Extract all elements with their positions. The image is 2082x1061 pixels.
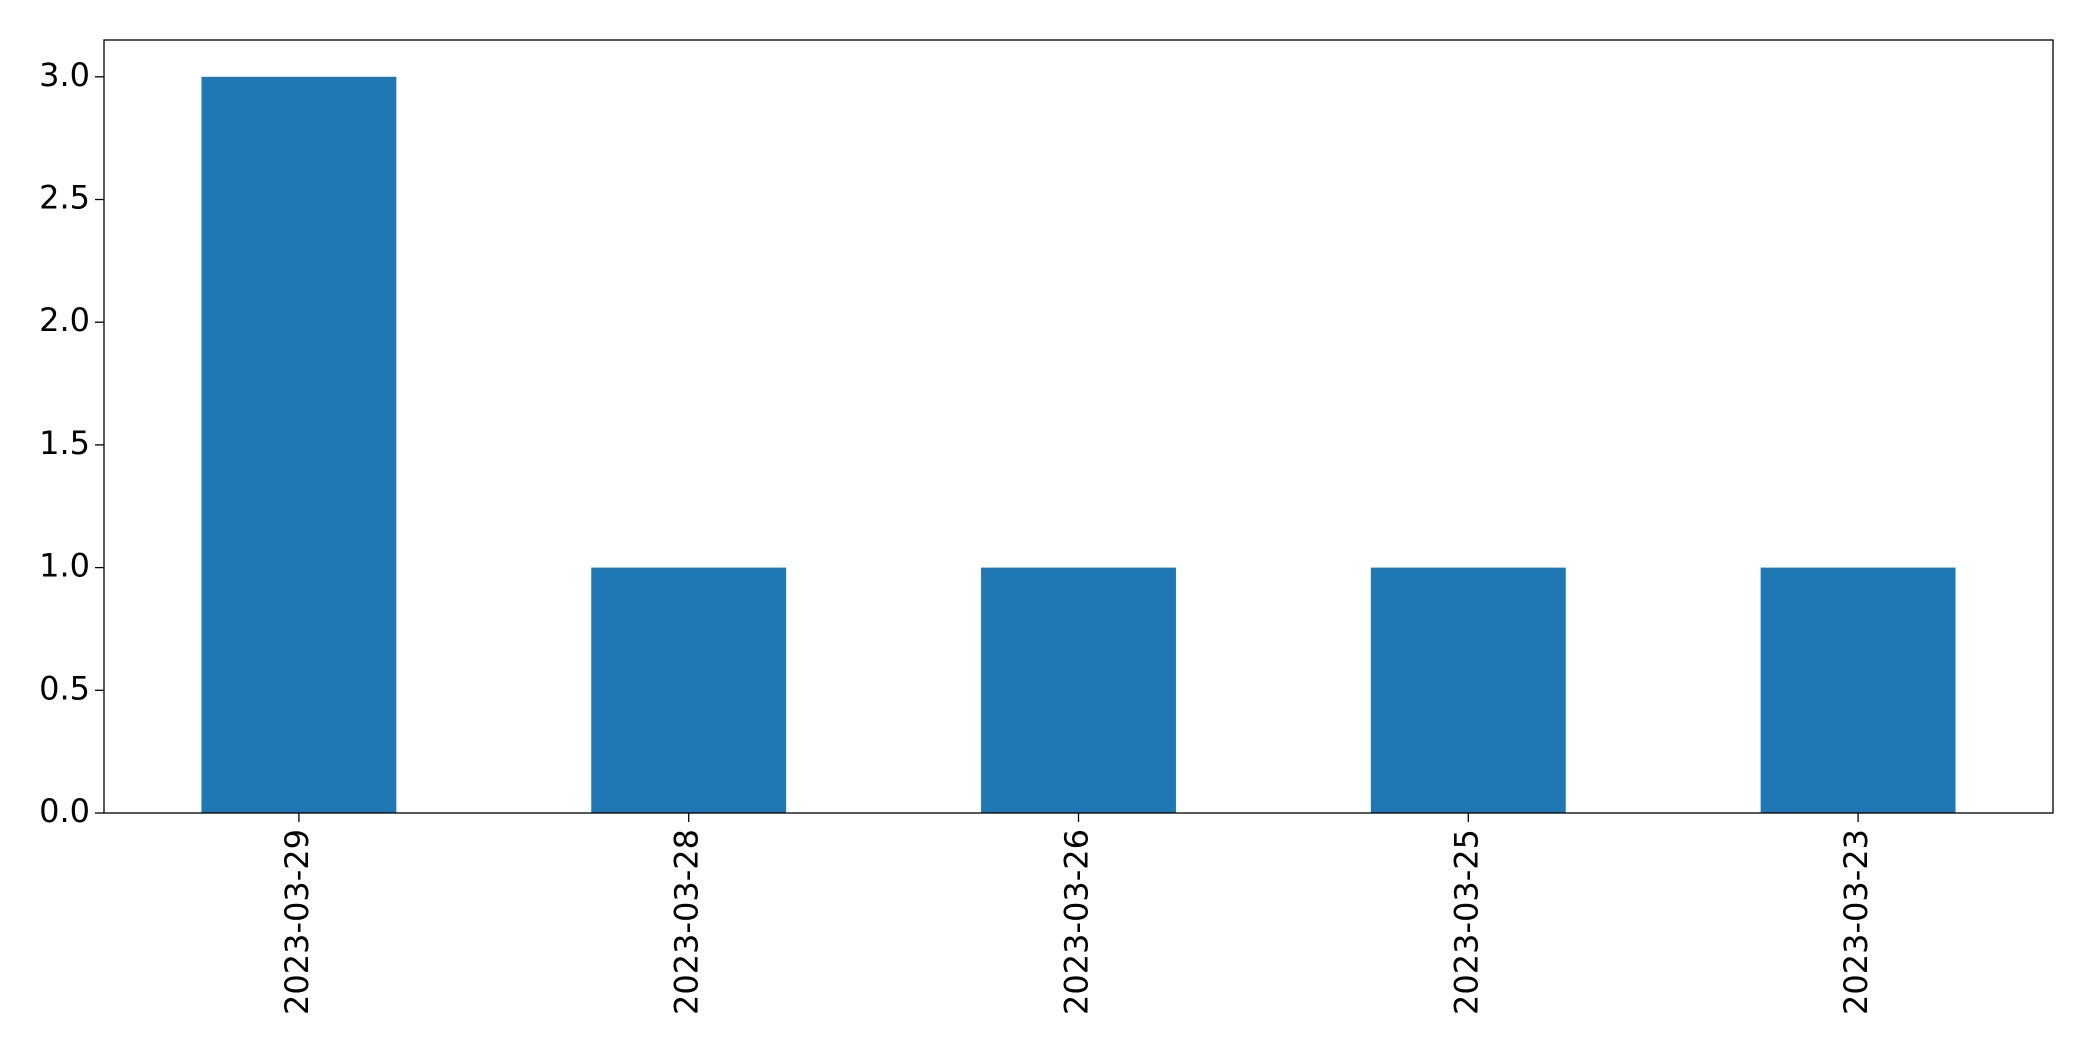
bar — [201, 76, 397, 814]
x-tick-label: 2023-03-29 — [278, 829, 316, 1015]
y-tick-label: 2.5 — [39, 179, 90, 217]
bar — [981, 567, 1176, 813]
plot-frame — [103, 39, 2054, 814]
bar — [1760, 567, 1956, 813]
y-tick-label: 1.5 — [39, 424, 90, 462]
x-tick-label: 2023-03-25 — [1447, 829, 1485, 1015]
y-tick-label: 1.0 — [39, 547, 90, 585]
y-tick-label: 0.0 — [39, 792, 90, 830]
x-tick-label: 2023-03-23 — [1837, 829, 1875, 1015]
bar — [591, 567, 787, 813]
y-tick-label: 2.0 — [39, 301, 90, 339]
bar — [1370, 567, 1566, 813]
y-tick-label: 0.5 — [39, 669, 90, 707]
y-tick-label: 3.0 — [39, 56, 90, 94]
x-tick-label: 2023-03-26 — [1058, 829, 1096, 1015]
x-tick-label: 2023-03-28 — [668, 829, 706, 1015]
